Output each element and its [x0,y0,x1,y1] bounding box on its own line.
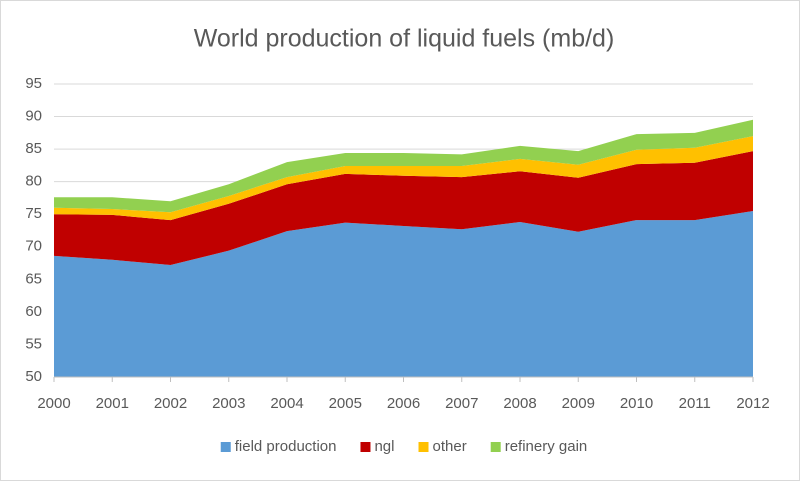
legend-label: refinery gain [505,438,588,455]
x-tick-label: 2003 [212,395,245,412]
area [54,119,753,213]
legend-swatch [490,442,501,452]
area [54,151,753,266]
x-tick-label: 2010 [620,395,653,412]
x-tick-label: 2008 [503,395,536,412]
area [54,136,753,221]
legend-label: field production [235,438,337,455]
y-tick-label: 60 [25,303,42,320]
x-tick-label: 2002 [154,395,187,412]
x-tick-label: 2009 [562,395,595,412]
x-tick-label: 2012 [736,395,769,412]
chart-title: World production of liquid fuels (mb/d) [194,25,615,53]
x-tick-label: 2011 [679,395,711,412]
legend-swatch [418,442,429,452]
y-tick-label: 90 [25,108,42,125]
y-tick-label: 55 [25,335,42,352]
y-tick-label: 70 [25,238,42,255]
y-tick-label: 80 [25,173,42,190]
legend-swatch [220,442,231,452]
y-tick-label: 75 [25,205,42,222]
x-tick-label: 2000 [37,395,70,412]
x-tick-label: 2006 [387,395,420,412]
legend-label: other [433,438,467,455]
legend-label: ngl [374,438,394,455]
x-tick-label: 2005 [329,395,362,412]
y-tick-label: 65 [25,270,42,287]
x-tick-label: 2007 [445,395,478,412]
x-tick-label: 2001 [96,395,129,412]
y-tick-label: 95 [25,75,42,92]
x-tick-label: 2004 [270,395,303,412]
legend-swatch [360,442,371,452]
y-tick-label: 50 [25,368,42,385]
y-tick-label: 85 [25,140,42,157]
area [54,210,753,377]
